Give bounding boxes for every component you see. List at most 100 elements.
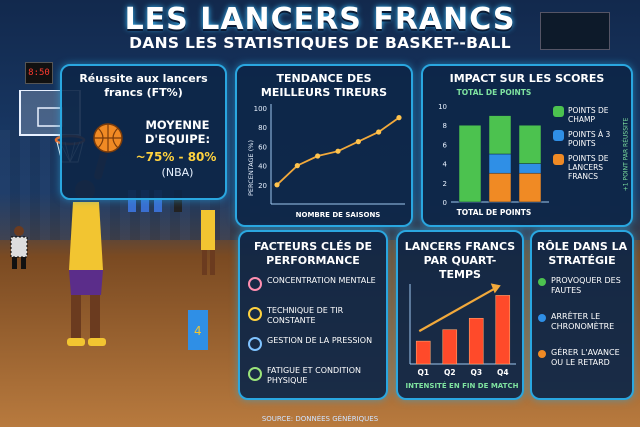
bar xyxy=(468,317,484,365)
stacked-bar-segment xyxy=(488,172,512,203)
impact-top-label: TOTAL DE POINTS xyxy=(456,88,532,97)
factor-label: GESTION DE LA PRESSION xyxy=(267,336,373,345)
scoreboard-left: 8:50 xyxy=(25,62,53,84)
data-point xyxy=(396,115,402,121)
y-tick-label: 6 xyxy=(443,141,448,149)
role-label: GÉRER L'AVANCE OU LE RETARD xyxy=(551,348,620,367)
panel-title: FACTEURS CLÉS DE PERFORMANCE xyxy=(253,240,372,267)
panel-ft-success: Réussite aux lancers francs (FT%) MOYENN… xyxy=(60,64,227,200)
legend-label: POINTS DE CHAMP xyxy=(568,106,609,124)
y-tick-label: 100 xyxy=(254,105,267,113)
y-tick-label: 8 xyxy=(443,122,447,130)
x-tick-label: Q4 xyxy=(497,368,509,377)
page-title: LES LANCERS FRANCS xyxy=(124,2,516,37)
referee xyxy=(10,226,28,269)
factor-label: CONCENTRATION MENTALE xyxy=(267,276,376,285)
pressure-icon xyxy=(248,337,262,351)
factor-item: FATIGUE ET CONDITION PHYSIQUE xyxy=(248,366,386,396)
bullet-icon xyxy=(538,314,546,322)
y-tick-label: 40 xyxy=(258,163,267,171)
stacked-bar-segment xyxy=(458,124,482,203)
player-jersey-number: 4 xyxy=(194,324,202,338)
scoreboard-right xyxy=(540,12,610,50)
legend-swatch xyxy=(553,130,564,141)
trend-arrow-head xyxy=(490,283,501,294)
impact-bottom-label: TOTAL DE POINTS xyxy=(456,208,532,217)
impact-stacked-bar-chart: 10 8 6 4 2 0 xyxy=(438,103,549,207)
stacked-bar-segment xyxy=(488,153,512,174)
y-tick-label: 80 xyxy=(258,124,267,132)
quarters-caption: INTENSITÉ EN FIN DE MATCH xyxy=(405,382,519,390)
bar xyxy=(495,295,511,365)
basketball-icon xyxy=(93,123,123,153)
panel-title: LANCERS FRANCS PAR QUART-TEMPS xyxy=(404,240,516,281)
data-point xyxy=(335,148,341,154)
background-players: 4 xyxy=(128,190,215,350)
quarters-bar-chart: Q1 Q2 Q3 Q4 xyxy=(409,283,516,377)
panel-trend: TENDANCE DES MEILLEURS TIREURS 100 80 60 40… xyxy=(235,64,413,227)
factor-item: GESTION DE LA PRESSION xyxy=(248,336,386,366)
legend-label: POINTS À 3 POINTS xyxy=(568,130,611,148)
panel-factors: FACTEURS CLÉS DE PERFORMANCE CONCENTRATI… xyxy=(238,230,388,400)
y-tick-label: 20 xyxy=(258,182,267,190)
legend-entry: POINTS DE CHAMP xyxy=(553,106,621,124)
stacked-bar-segment xyxy=(518,124,542,164)
factor-item: CONCENTRATION MENTALE xyxy=(248,276,386,306)
data-point xyxy=(294,163,300,169)
bar xyxy=(442,329,458,365)
legend-label: POINTS DE LANCERS FRANCS xyxy=(568,154,609,181)
factor-item: TECHNIQUE DE TIR CONSTANTE xyxy=(248,306,386,336)
bar xyxy=(415,340,431,365)
page-subtitle: DANS LES STATISTIQUES DE BASKET--BALL xyxy=(129,34,511,52)
role-label: ARRÊTER LE CHRONOMÈTRE xyxy=(551,312,615,331)
role-item: PROVOQUER DES FAUTES xyxy=(538,276,634,312)
panel-quarters: LANCERS FRANCS PAR QUART-TEMPS Q1 Q2 Q3 Q4 … xyxy=(396,230,524,400)
impact-side-label: +1 POINT PAR RÉUSSITE xyxy=(622,117,630,192)
factor-label: FATIGUE ET CONDITION PHYSIQUE xyxy=(267,366,362,385)
ft-average-label: MOYENNE D'EQUIPE: xyxy=(144,118,211,146)
x-tick-label: Q2 xyxy=(444,368,456,377)
stacked-bar-segment xyxy=(488,115,512,155)
brain-icon xyxy=(248,277,262,291)
legend-entry: POINTS À 3 POINTS xyxy=(553,130,621,148)
role-list: PROVOQUER DES FAUTES ARRÊTER LE CHRONOMÈT… xyxy=(538,276,634,384)
data-point xyxy=(315,153,321,159)
y-axis-label: PERCENTAGE (%) xyxy=(247,140,255,196)
panel-impact: IMPACT SUR LES SCORES TOTAL DE POINTS 10… xyxy=(421,64,633,227)
legend-swatch xyxy=(553,106,564,117)
trend-arrow xyxy=(418,286,498,333)
ft-average-value: ~75% - 80% xyxy=(135,150,217,164)
y-tick-label: 10 xyxy=(438,103,447,111)
data-point xyxy=(376,129,382,135)
legend-swatch xyxy=(553,154,564,165)
role-label: PROVOQUER DES FAUTES xyxy=(551,276,621,295)
role-item: ARRÊTER LE CHRONOMÈTRE xyxy=(538,312,634,348)
legend-entry: POINTS DE LANCERS FRANCS xyxy=(553,154,621,181)
factors-list: CONCENTRATION MENTALE TECHNIQUE DE TIR CO… xyxy=(248,276,386,396)
stacked-bar-segment xyxy=(518,172,542,203)
bullet-icon xyxy=(538,350,546,358)
y-tick-label: 4 xyxy=(443,161,448,169)
x-tick-label: Q3 xyxy=(470,368,482,377)
impact-legend: POINTS DE CHAMP POINTS À 3 POINTS POINTS D… xyxy=(553,106,621,181)
ft-average-note: (NBA) xyxy=(161,166,194,179)
x-tick-label: Q1 xyxy=(417,368,429,377)
data-point xyxy=(355,139,361,145)
target-icon xyxy=(248,307,262,321)
y-tick-label: 0 xyxy=(443,199,447,207)
y-tick-label: 60 xyxy=(258,143,267,151)
panel-title: Réussite aux lancers francs (FT%) xyxy=(79,72,208,99)
bullet-icon xyxy=(538,278,546,286)
fatigue-icon xyxy=(248,367,262,381)
factor-label: TECHNIQUE DE TIR CONSTANTE xyxy=(267,306,344,325)
panel-title: TENDANCE DES MEILLEURS TIREURS xyxy=(260,72,388,99)
panel-title: RÔLE DANS LA STRATÉGIE xyxy=(536,240,628,267)
role-item: GÉRER L'AVANCE OU LE RETARD xyxy=(538,348,634,384)
x-axis-label: NOMBRE DE SAISONS xyxy=(296,211,381,219)
data-point xyxy=(274,182,280,188)
stacked-bar-segment xyxy=(518,163,542,174)
panel-role: RÔLE DANS LA STRATÉGIE PROVOQUER DES FAU… xyxy=(530,230,634,400)
panel-title: IMPACT SUR LES SCORES xyxy=(449,72,605,85)
y-tick-label: 2 xyxy=(443,180,447,188)
